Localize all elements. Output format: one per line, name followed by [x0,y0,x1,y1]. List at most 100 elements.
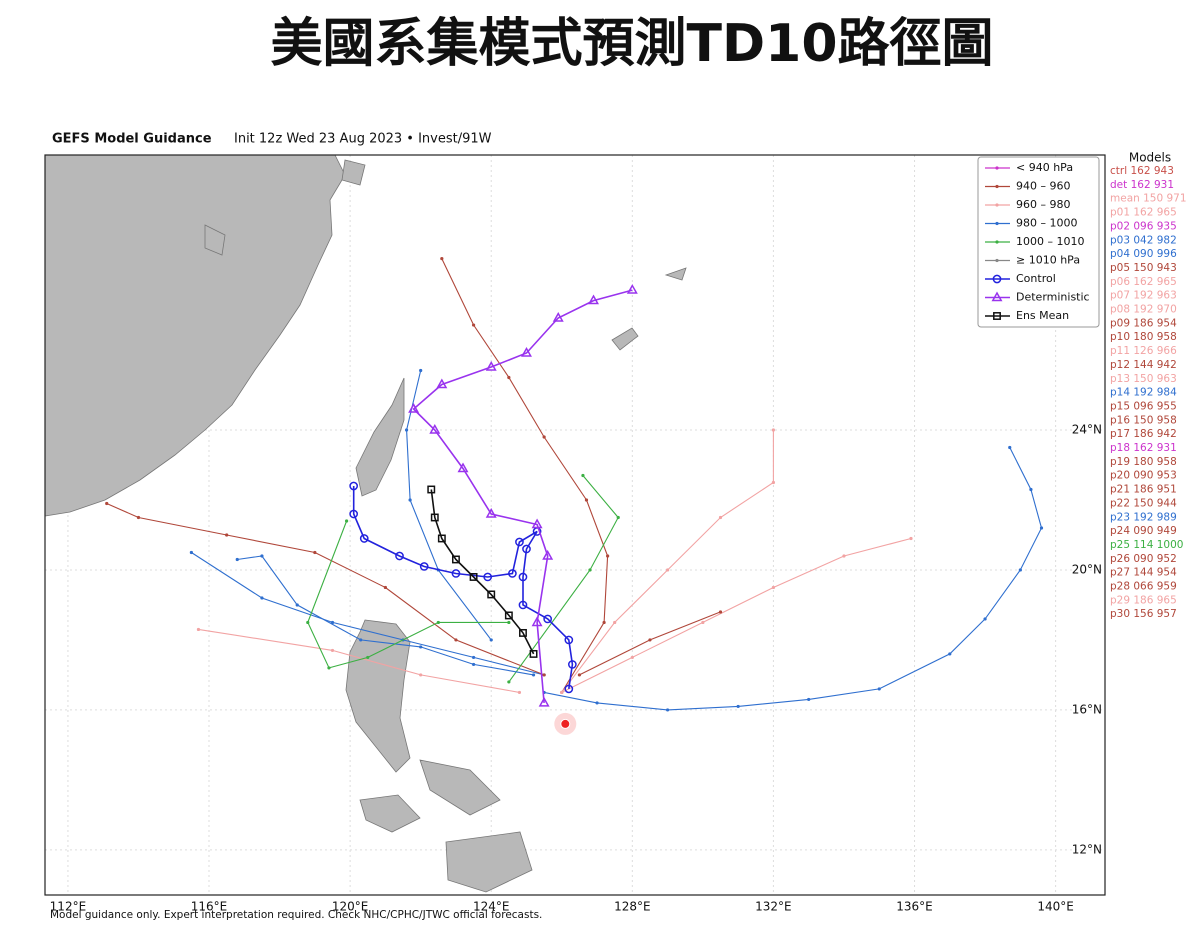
track-point [771,585,776,590]
track-line [191,552,545,676]
model-entry: p30 156 957 [1110,608,1177,620]
model-entry: mean 150 971 [1110,193,1187,205]
track-point [519,628,527,637]
track-point [235,557,239,562]
track-line [561,537,912,693]
track-point [451,555,460,564]
legend-dot [995,203,999,207]
storm-position [560,718,571,729]
track-point [736,704,740,709]
track-point [613,620,617,625]
track-point [359,638,363,642]
track-point [718,610,723,614]
model-entry: p20 090 953 [1110,470,1177,482]
model-entry: p23 192 989 [1110,511,1177,523]
track-point [584,498,589,502]
track-point [404,428,409,432]
track-point [295,603,299,607]
track-point [313,550,317,555]
x-tick-label: 128°E [614,900,651,914]
model-entry: p24 090 949 [1110,525,1177,537]
tracks [105,256,1044,735]
model-entry: p27 144 954 [1110,567,1177,579]
track-point [366,655,370,660]
grid [45,155,1105,895]
model-entry: p21 186 951 [1110,484,1177,496]
legend-box [977,156,1100,328]
track-point [718,515,723,520]
legend-label: < 940 hPa [1016,161,1073,174]
track-point [521,346,532,357]
legend-label: Ens Mean [1016,309,1069,322]
track-point [327,666,331,670]
track-point [531,673,536,677]
track-point [437,534,446,543]
track-line [352,486,574,690]
page-title: 美國系集模式預測TD10路徑圖 [271,14,994,74]
track-point [419,562,429,571]
track-point [588,568,592,572]
track-point [529,649,538,658]
legend-label: 1000 – 1010 [1016,235,1084,248]
chart-title: GEFS Model Guidance [52,132,212,147]
track-point [577,673,582,677]
y-tick-label: 24°N [1072,423,1102,437]
legend-dot [995,221,999,226]
track-point [564,684,574,694]
track-line [508,475,619,683]
track-point [330,648,335,653]
track-point [489,638,493,642]
track-point [507,680,511,684]
island [341,159,366,186]
track-point [436,620,440,625]
track-point [771,480,776,485]
track-point [877,687,881,691]
track-line [441,258,609,693]
legend-label: 940 – 960 [1016,180,1070,193]
track-point [522,544,531,554]
track-point [991,291,1003,302]
track-point [518,572,528,582]
track-point [440,256,444,261]
track-point [1029,487,1033,492]
track-point [383,585,387,590]
track-point [487,590,496,599]
legend-label: ≥ 1010 hPa [1016,254,1080,267]
track-point [507,620,511,625]
track-point [993,312,1001,320]
track-point [349,481,359,491]
track-point [560,690,564,695]
axes: 112°E 116°E 120°E 124°E 128°E 132°E 136°E 140°E… [50,423,1102,914]
track-point [543,614,553,624]
track-line [412,289,633,703]
model-entry: p04 090 996 [1110,248,1177,260]
track-point [504,611,513,620]
model-entry: p02 096 935 [1110,220,1177,232]
x-tick-label: 120°E [332,900,369,914]
model-entry: p08 192 970 [1110,304,1177,316]
model-entry: p18 162 931 [1110,442,1177,454]
models-title: Models [1129,151,1171,165]
island [419,759,501,816]
legend-dot [995,166,999,170]
island [611,327,639,351]
track-point [485,360,497,371]
model-entry: p16 150 958 [1110,414,1177,426]
model-entry: p22 150 944 [1110,497,1177,509]
track-point [909,536,913,541]
track-line [307,520,509,669]
model-entry: p14 192 984 [1110,387,1177,399]
track-point [471,655,476,660]
models-list: Models ctrl 162 943 det 162 931 mean 150 9… [1110,151,1187,621]
model-entry: p29 186 965 [1110,594,1177,606]
x-tick-label: 124°E [473,900,510,914]
model-entry: p03 042 982 [1110,234,1177,246]
track-point [429,423,441,434]
track-point [531,616,543,627]
track-line [561,430,774,693]
frame [44,154,1106,896]
track-point [626,284,638,294]
track-point [564,635,574,645]
track-point [595,701,599,705]
